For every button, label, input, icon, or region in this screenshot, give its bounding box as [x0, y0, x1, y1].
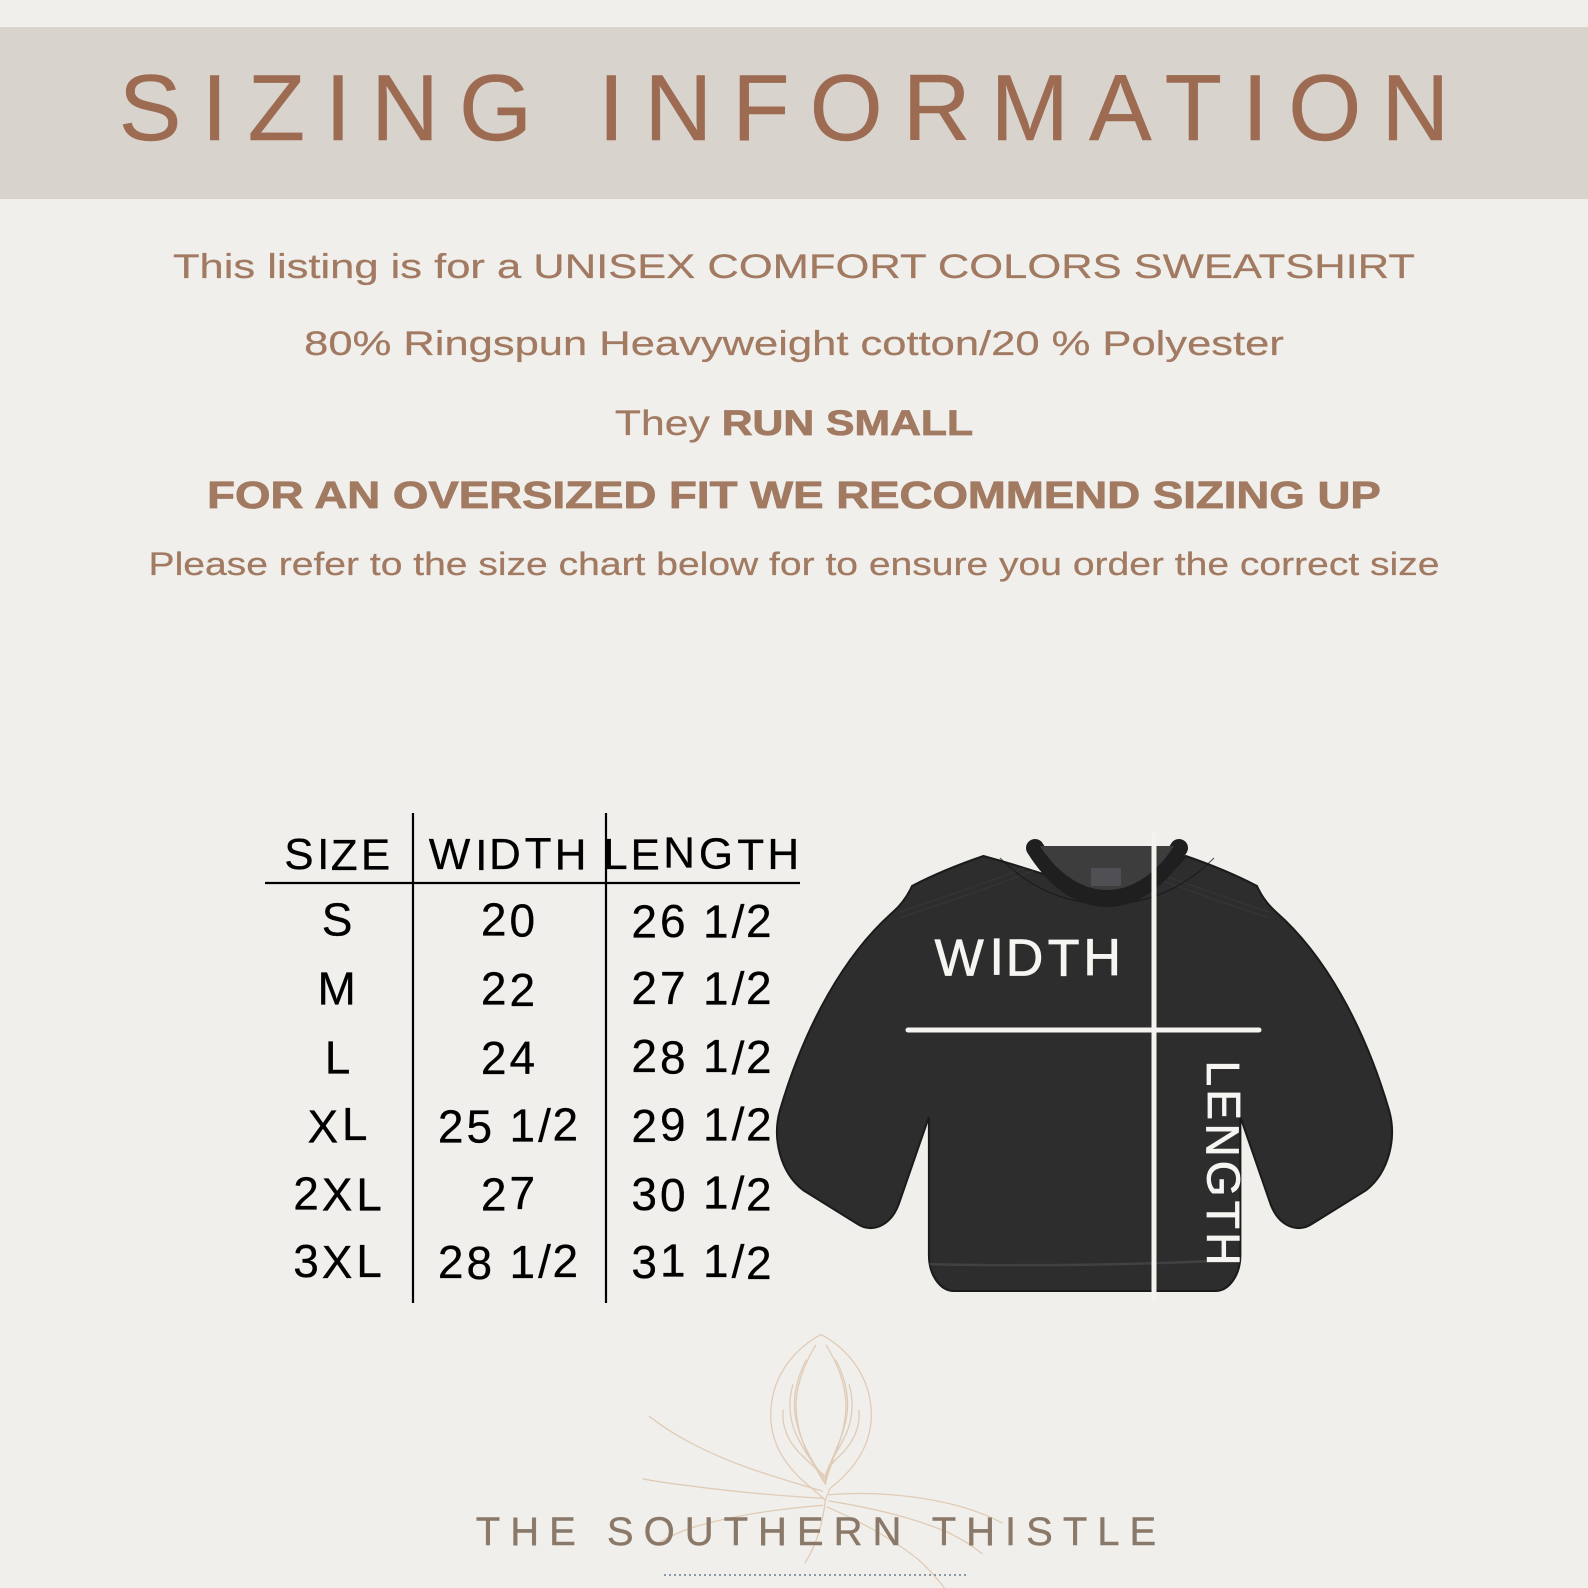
svg-text:THE SOUTHERN THISTLE: THE SOUTHERN THISTLE — [476, 1510, 1166, 1554]
